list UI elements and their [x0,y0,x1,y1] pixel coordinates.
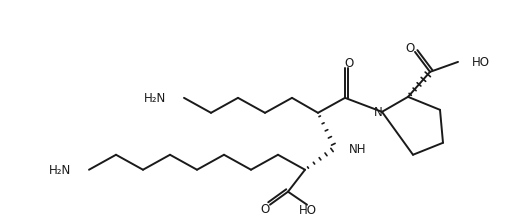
Text: H₂N: H₂N [49,164,71,177]
Text: HO: HO [472,57,490,69]
Text: O: O [344,57,354,70]
Text: NH: NH [349,143,367,156]
Text: O: O [261,203,270,216]
Text: H₂N: H₂N [144,92,166,105]
Text: N: N [374,106,382,119]
Text: HO: HO [299,204,317,217]
Text: O: O [406,42,415,55]
